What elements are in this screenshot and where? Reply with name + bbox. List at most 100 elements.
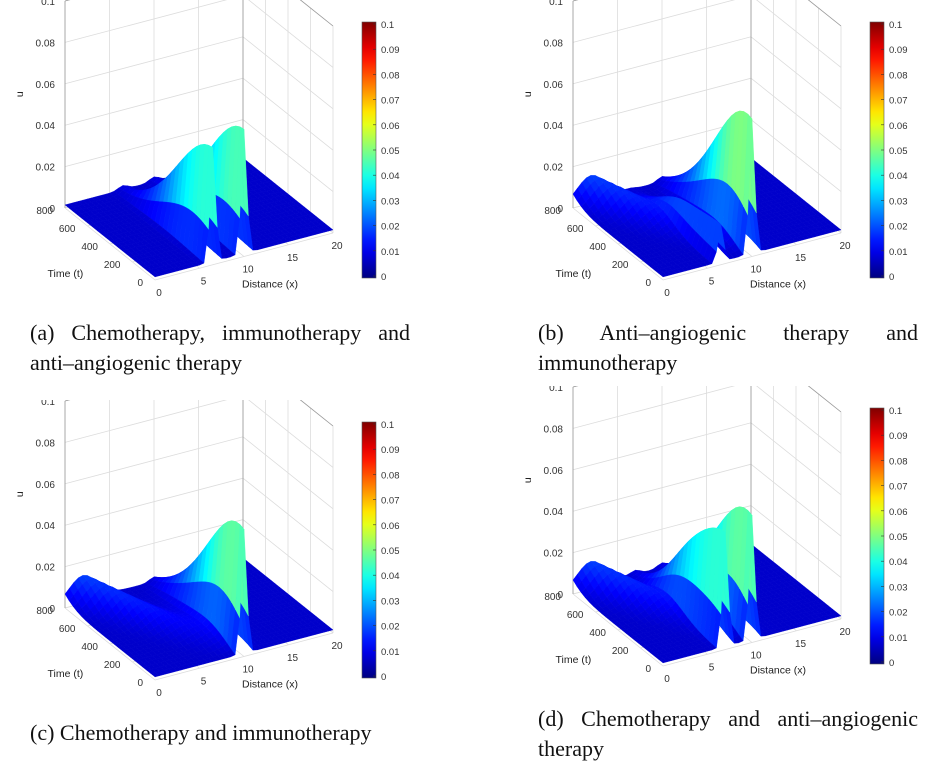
z-tick-label: 0.08 — [544, 424, 564, 435]
surface-a — [64, 125, 334, 278]
z-tick-label: 0.02 — [544, 163, 564, 174]
colorbar-tick-label: 0 — [381, 672, 386, 683]
colorbar-tick-label: 0.04 — [381, 171, 400, 182]
colorbar-tick-label: 0.05 — [381, 146, 400, 157]
z-tick-label: 0 — [557, 590, 563, 601]
colorbar-tick-label: 0.1 — [889, 406, 902, 417]
z-tick-label: 0.1 — [549, 386, 563, 394]
z-tick-label: 0.1 — [41, 0, 55, 8]
colorbar-tick-label: 0.01 — [381, 247, 400, 258]
surface-chart-c: 00.020.040.060.080.105101520020040060080… — [14, 353, 400, 699]
y-tick-label: 800 — [36, 606, 53, 617]
colorbar-tick-label: 0.07 — [889, 96, 908, 107]
colorbar-tick-label: 0.07 — [381, 496, 400, 507]
surface-d — [572, 506, 842, 664]
y-tick-label: 600 — [59, 624, 76, 635]
colorbar-tick-label: 0.08 — [889, 70, 908, 81]
y-tick-label: 0 — [137, 678, 143, 689]
colorbar-tick-label: 0.06 — [889, 507, 908, 518]
z-tick-label: 0.06 — [36, 80, 56, 91]
y-tick-label: 400 — [589, 242, 606, 253]
x-tick-label: 20 — [839, 241, 851, 252]
z-axis-title: u — [522, 91, 534, 97]
colorbar-tick-label: 0.09 — [381, 445, 400, 456]
y-tick-label: 200 — [612, 260, 629, 271]
z-tick-label: 0.08 — [544, 38, 564, 49]
colorbar-c: 0 0.01 0.02 0.03 0.04 0.05 0.06 0.07 0.08 0.09 0.1 — [361, 420, 400, 683]
x-tick-label: 20 — [331, 241, 343, 252]
y-tick-label: 0 — [645, 664, 651, 675]
z-tick-label: 0.04 — [36, 521, 56, 532]
colorbar-tick-label: 0.02 — [889, 222, 908, 233]
colorbar-tick-label: 0.1 — [381, 420, 394, 431]
surface-chart-d: 00.020.040.060.080.105101520020040060080… — [522, 339, 908, 685]
x-tick-label: 20 — [331, 641, 343, 652]
x-axis-title: Distance (x) — [750, 279, 806, 291]
colorbar-tick-label: 0.08 — [889, 456, 908, 467]
y-tick-label: 200 — [104, 260, 121, 271]
z-tick-label: 0 — [49, 204, 55, 215]
surface-chart-b: 00.020.040.060.080.105101520020040060080… — [522, 0, 908, 299]
z-tick-label: 0.1 — [549, 0, 563, 8]
x-tick-label: 0 — [156, 688, 162, 699]
colorbar-tick-label: 0.1 — [381, 20, 394, 31]
x-tick-label: 10 — [750, 265, 762, 276]
y-tick-label: 400 — [81, 242, 98, 253]
colorbar-a: 0 0.01 0.02 0.03 0.04 0.05 0.06 0.07 0.08 0.09 0.1 — [361, 20, 400, 283]
z-tick-label: 0.06 — [544, 80, 564, 91]
x-tick-label: 20 — [839, 627, 851, 638]
x-tick-label: 10 — [242, 265, 254, 276]
x-tick-label: 0 — [664, 674, 670, 685]
panel-b: 0 0.02 0.04 0.06 0.08 0.1 0 5 10 15 20 0 200 400 600 80… — [508, 0, 928, 315]
colorbar-tick-label: 0 — [889, 658, 894, 669]
z-tick-label: 0.1 — [41, 400, 55, 408]
colorbar-tick-label: 0.09 — [889, 431, 908, 442]
colorbar-tick-label: 0.05 — [889, 532, 908, 543]
z-tick-label: 0.06 — [544, 466, 564, 477]
x-tick-label: 15 — [287, 653, 299, 664]
axis-labels-a: 00.020.040.060.080.105101520020040060080… — [14, 0, 343, 299]
y-tick-label: 800 — [544, 592, 561, 603]
axes-walls — [572, 339, 842, 667]
colorbar-tick-label: 0.03 — [889, 582, 908, 593]
z-tick-label: 0.04 — [36, 121, 56, 132]
surface-b — [572, 110, 842, 278]
z-tick-label: 0.04 — [544, 121, 564, 132]
colorbar-tick-label: 0.01 — [889, 247, 908, 258]
x-axis-title: Distance (x) — [750, 665, 806, 677]
x-tick-label: 15 — [795, 639, 807, 650]
colorbar-tick-label: 0.06 — [381, 521, 400, 532]
colorbar-tick-label: 0.09 — [889, 45, 908, 56]
x-tick-label: 5 — [201, 676, 207, 687]
colorbar-tick-label: 0.08 — [381, 70, 400, 81]
caption-b: (b) Anti–angiogenic therapy and immunoth… — [538, 320, 918, 375]
y-tick-label: 0 — [137, 278, 143, 289]
x-axis-title: Distance (x) — [242, 679, 298, 691]
y-tick-label: 600 — [567, 224, 584, 235]
y-axis-title: Time (t) — [47, 668, 83, 680]
y-tick-label: 600 — [59, 224, 76, 235]
z-tick-label: 0.08 — [36, 38, 56, 49]
y-tick-label: 200 — [612, 646, 629, 657]
z-tick-label: 0.04 — [544, 507, 564, 518]
y-tick-label: 400 — [81, 642, 98, 653]
surface-c — [64, 520, 334, 678]
x-axis-title: Distance (x) — [242, 279, 298, 291]
colorbar-tick-label: 0.07 — [381, 96, 400, 107]
y-axis-title: Time (t) — [47, 268, 83, 280]
x-tick-label: 10 — [242, 665, 254, 676]
caption-d: (d) Chemotherapy and anti–angiogenic the… — [538, 706, 918, 761]
panel-c: 0 0.02 0.04 0.06 0.08 0.1 0 5 10 15 20 0 200 400 600 80… — [0, 353, 420, 715]
x-tick-label: 0 — [156, 288, 162, 299]
z-axis-title: u — [522, 477, 534, 483]
surface-chart-a: 00.020.040.060.080.105101520020040060080… — [14, 0, 400, 299]
colorbar-tick-label: 0.1 — [889, 20, 902, 31]
colorbar-d: 0 0.01 0.02 0.03 0.04 0.05 0.06 0.07 0.08 0.09 0.1 — [869, 406, 908, 669]
y-axis-title: Time (t) — [555, 268, 591, 280]
y-axis-title: Time (t) — [555, 654, 591, 666]
z-tick-label: 0.02 — [36, 163, 56, 174]
z-tick-label: 0.06 — [36, 480, 56, 491]
x-tick-label: 5 — [709, 276, 715, 287]
z-axis-title: u — [14, 91, 26, 97]
colorbar-tick-label: 0.02 — [889, 608, 908, 619]
